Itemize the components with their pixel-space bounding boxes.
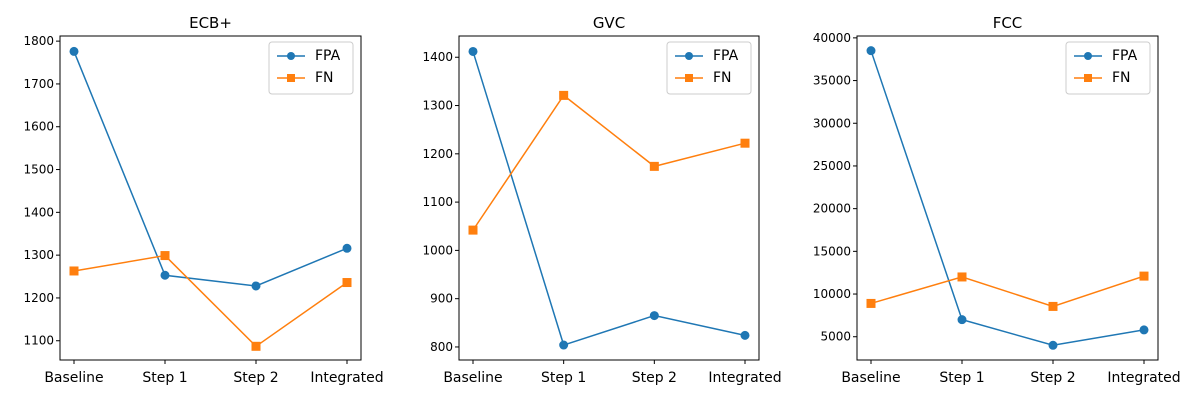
x-tick-label: Step 1 <box>939 370 984 386</box>
data-point-fn <box>740 138 750 148</box>
legend-marker-fpa <box>287 52 295 60</box>
y-tick-label: 1400 <box>422 50 453 64</box>
data-point-fpa <box>559 340 569 350</box>
data-point-fn <box>1048 301 1058 311</box>
y-tick-label: 1700 <box>23 77 54 91</box>
legend: FPA FN <box>268 41 354 95</box>
chart-panel-ecb-: ECB+ 1100 1200 1300 1400 1500 1600 1700 1800 Base… <box>23 14 383 386</box>
chart-title: GVC <box>593 14 625 32</box>
y-tick-label: 1300 <box>422 99 453 113</box>
data-point-fpa <box>649 311 659 321</box>
x-tick-label: Step 1 <box>541 370 586 386</box>
y-tick-label: 10000 <box>813 287 851 301</box>
legend-marker-fpa <box>685 52 693 60</box>
y-tick-label: 20000 <box>813 202 851 216</box>
y-tick-label: 1400 <box>23 205 54 219</box>
x-tick-label: Step 1 <box>142 370 187 386</box>
legend-marker-fn <box>1084 74 1092 82</box>
data-point-fpa <box>160 270 170 280</box>
y-tick-label: 5000 <box>820 330 851 344</box>
x-tick-label: Baseline <box>443 370 502 386</box>
legend-frame <box>1065 41 1151 95</box>
y-tick-label: 1200 <box>23 291 54 305</box>
legend-label-fpa: FPA <box>315 48 341 64</box>
plot-area-frame <box>59 35 362 361</box>
y-tick-label: 1800 <box>23 34 54 48</box>
legend-label-fn: FN <box>713 70 732 86</box>
x-tick-label: Integrated <box>708 370 781 386</box>
chart-title: ECB+ <box>189 14 232 32</box>
x-tick-label: Step 2 <box>1030 370 1075 386</box>
y-tick-label: 1100 <box>23 334 54 348</box>
legend-marker-fpa <box>1084 52 1092 60</box>
y-tick-label: 25000 <box>813 159 851 173</box>
data-point-fn <box>342 278 352 288</box>
x-tick-label: Baseline <box>841 370 900 386</box>
data-point-fpa <box>957 315 967 325</box>
data-point-fpa <box>468 46 478 56</box>
data-point-fpa <box>251 281 261 291</box>
legend-label-fn: FN <box>315 70 334 86</box>
series-line-fpa <box>73 51 348 287</box>
plot-area-frame <box>856 35 1159 361</box>
plot-area-frame <box>458 35 760 361</box>
x-tick-label: Integrated <box>1107 370 1180 386</box>
x-tick-label: Integrated <box>310 370 383 386</box>
x-tick-label: Step 2 <box>632 370 677 386</box>
data-point-fpa <box>69 46 79 56</box>
legend: FPA FN <box>1065 41 1151 95</box>
legend-marker-fn <box>685 74 693 82</box>
series-line-fn <box>472 94 746 231</box>
y-tick-label: 30000 <box>813 116 851 130</box>
data-point-fn <box>160 251 170 261</box>
data-point-fn <box>957 272 967 282</box>
data-point-fn <box>649 161 659 171</box>
series-line-fpa <box>870 50 1145 347</box>
chart-panel-gvc: GVC 800 900 1000 1100 1200 1300 1400 Baseline Ste… <box>422 14 781 386</box>
data-point-fpa <box>1048 340 1058 350</box>
y-tick-label: 1600 <box>23 120 54 134</box>
legend-marker-fn <box>287 74 295 82</box>
data-point-fn <box>251 341 261 351</box>
legend-label-fpa: FPA <box>1112 48 1138 64</box>
data-point-fpa <box>866 46 876 56</box>
series-line-fpa <box>472 51 746 346</box>
data-point-fn <box>468 225 478 235</box>
series-line-fn <box>73 254 348 348</box>
data-point-fn <box>69 266 79 276</box>
data-point-fpa <box>740 330 750 340</box>
y-tick-label: 1500 <box>23 163 54 177</box>
y-tick-label: 1000 <box>422 243 453 257</box>
data-point-fpa <box>342 243 352 253</box>
series-line-fn <box>870 275 1145 308</box>
legend-frame <box>268 41 354 95</box>
legend-frame <box>666 41 752 95</box>
chart-title: FCC <box>993 14 1023 32</box>
chart-panel-fcc: FCC 5000 10000 15000 20000 25000 30000 35000 400… <box>813 14 1181 386</box>
legend-label-fn: FN <box>1112 70 1131 86</box>
legend-label-fpa: FPA <box>713 48 739 64</box>
x-tick-label: Step 2 <box>233 370 278 386</box>
y-tick-label: 1300 <box>23 248 54 262</box>
data-point-fn <box>1139 271 1149 281</box>
x-tick-label: Baseline <box>44 370 103 386</box>
data-point-fn <box>866 298 876 308</box>
data-point-fpa <box>1139 325 1149 335</box>
data-point-fn <box>559 90 569 100</box>
y-tick-label: 800 <box>430 340 453 354</box>
legend: FPA FN <box>666 41 752 95</box>
y-tick-label: 35000 <box>813 74 851 88</box>
y-tick-label: 15000 <box>813 244 851 258</box>
y-tick-label: 1200 <box>422 147 453 161</box>
y-tick-label: 900 <box>430 292 453 306</box>
y-tick-label: 40000 <box>813 31 851 45</box>
y-tick-label: 1100 <box>422 195 453 209</box>
